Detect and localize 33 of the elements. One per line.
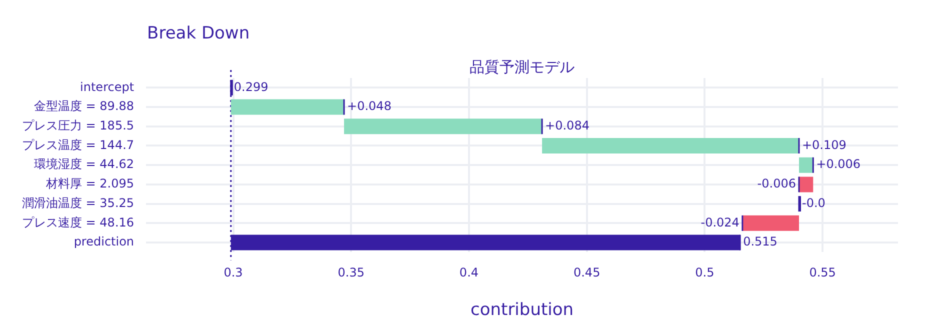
data-label: -0.006 — [757, 176, 796, 191]
data-label: +0.084 — [545, 118, 590, 133]
chart-title: Break Down — [147, 23, 250, 44]
x-tick-label: 0.55 — [809, 266, 836, 280]
bar — [798, 176, 814, 192]
y-tick-label: プレス圧力 = 185.5 — [22, 118, 134, 133]
bar — [230, 99, 344, 115]
y-tick-label: プレス速度 = 48.16 — [22, 215, 134, 230]
data-label: +0.048 — [347, 99, 392, 114]
bar — [798, 157, 814, 173]
y-tick-label: 環境湿度 = 44.62 — [34, 157, 134, 172]
data-label: -0.024 — [700, 215, 740, 230]
y-tick-label: プレス温度 = 144.7 — [22, 138, 134, 152]
bar — [742, 215, 799, 231]
bar — [344, 118, 542, 134]
y-tick-label: 材料厚 = 2.095 — [44, 176, 134, 191]
data-label: 0.515 — [743, 234, 778, 249]
data-label: -0.0 — [802, 196, 826, 210]
y-tick-label: prediction — [74, 234, 134, 249]
data-label: +0.006 — [816, 157, 861, 172]
x-tick-label: 0.4 — [459, 266, 479, 280]
data-label: +0.109 — [802, 138, 846, 152]
x-axis-title: contribution — [470, 300, 574, 320]
chart-subtitle: 品質予測モデル — [470, 58, 575, 76]
x-tick-label: 0.35 — [338, 266, 364, 280]
data-label: 0.299 — [234, 80, 268, 94]
y-tick-label: 潤滑油温度 = 35.25 — [22, 196, 134, 210]
bar — [542, 138, 799, 154]
y-tick-label: 金型温度 = 89.88 — [34, 99, 134, 114]
x-tick-label: 0.3 — [224, 266, 243, 280]
x-tick-label: 0.45 — [573, 266, 600, 280]
y-tick-label: intercept — [80, 80, 134, 94]
x-tick-label: 0.5 — [695, 266, 714, 280]
